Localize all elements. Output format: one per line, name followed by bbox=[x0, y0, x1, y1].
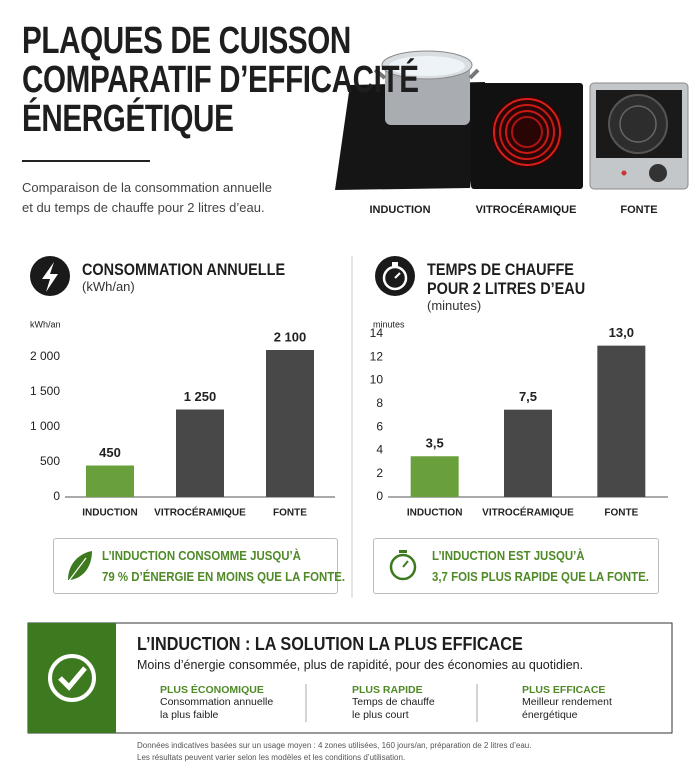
energy-icon bbox=[30, 256, 70, 296]
y-tick-label: 4 bbox=[376, 443, 383, 457]
value-label: 13,0 bbox=[609, 325, 634, 340]
y-tick-label: 12 bbox=[370, 349, 384, 363]
benefit-column: PLUS ÉCONOMIQUE Consommation annuelle la… bbox=[160, 684, 273, 722]
vitroceramic-illustration bbox=[471, 83, 583, 189]
callout: L’INDUCTION CONSOMME JUSQU’À 79 % D’ÉNER… bbox=[53, 538, 345, 594]
y-tick-label: 2 bbox=[376, 466, 383, 480]
y-tick-label: 0 bbox=[53, 489, 60, 503]
title-line: ÉNERGÉTIQUE bbox=[22, 98, 234, 140]
value-label: 450 bbox=[99, 445, 121, 460]
chart-title: POUR 2 LITRES D’EAU bbox=[427, 279, 586, 298]
description-line: et du temps de chauffe pour 2 litres d’e… bbox=[22, 200, 265, 215]
x-tick-label: FONTE bbox=[604, 508, 638, 519]
y-tick-label: 8 bbox=[376, 396, 383, 410]
check-icon bbox=[48, 654, 96, 702]
benefit-text: le plus court bbox=[352, 709, 409, 721]
benefit-heading: PLUS RAPIDE bbox=[352, 684, 423, 696]
bar bbox=[86, 465, 134, 497]
description-line: Comparaison de la consommation annuelle bbox=[22, 180, 273, 195]
bar bbox=[410, 456, 459, 497]
value-label: 3,5 bbox=[426, 436, 444, 451]
title-line: COMPARATIF D’EFFICACITÉ bbox=[22, 59, 419, 101]
induction-illustration bbox=[335, 50, 485, 190]
y-tick-label: 1 000 bbox=[30, 419, 60, 433]
chart-title: TEMPS DE CHAUFFE bbox=[427, 260, 574, 279]
y-tick-label: 2 000 bbox=[30, 349, 60, 363]
footnote: Données indicatives basées sur un usage … bbox=[137, 740, 531, 764]
benefit-column: PLUS RAPIDE Temps de chauffe le plus cou… bbox=[352, 684, 435, 722]
y-tick-label: 500 bbox=[40, 454, 60, 468]
callout: L’INDUCTION EST JUSQU’À 3,7 FOIS PLUS RA… bbox=[373, 538, 659, 594]
timer-icon bbox=[375, 256, 415, 296]
y-tick-label: 10 bbox=[370, 373, 384, 387]
callout-line: 3,7 FOIS PLUS RAPIDE QUE LA FONTE. bbox=[432, 569, 649, 584]
leaf-icon bbox=[67, 551, 92, 583]
chart-heading: CONSOMMATION ANNUELLE (kWh/an) bbox=[82, 260, 321, 294]
benefit-heading: PLUS ÉCONOMIQUE bbox=[160, 684, 264, 696]
product-label: VITROCÉRAMIQUE bbox=[475, 204, 577, 216]
value-label: 1 250 bbox=[184, 389, 217, 404]
conclusion-subtitle: Moins d’énergie consommée, plus de rapid… bbox=[137, 658, 584, 672]
y-axis-label: minutes bbox=[373, 319, 405, 329]
product-label: INDUCTION bbox=[369, 204, 431, 216]
x-tick-label: VITROCÉRAMIQUE bbox=[482, 506, 574, 519]
x-tick-label: INDUCTION bbox=[82, 508, 138, 519]
description: Comparaison de la consommation annuelle … bbox=[22, 178, 272, 218]
callout-text: L’INDUCTION CONSOMME JUSQU’À 79 % D’ÉNER… bbox=[102, 545, 345, 587]
y-tick-label: 1 500 bbox=[30, 384, 60, 398]
value-label: 7,5 bbox=[519, 389, 537, 404]
benefit-column: PLUS EFFICACE Meilleur rendement énergét… bbox=[522, 684, 612, 722]
y-axis-label: kWh/an bbox=[30, 319, 61, 329]
bar bbox=[597, 345, 646, 497]
chart-heading: TEMPS DE CHAUFFE POUR 2 LITRES D’EAU (mi… bbox=[427, 260, 613, 313]
x-tick-label: FONTE bbox=[273, 508, 307, 519]
bar bbox=[176, 409, 224, 497]
callout-text: L’INDUCTION EST JUSQU’À 3,7 FOIS PLUS RA… bbox=[432, 545, 649, 587]
conclusion-title: L’INDUCTION : LA SOLUTION LA PLUS EFFICA… bbox=[137, 634, 523, 654]
footnote-line: Données indicatives basées sur un usage … bbox=[137, 741, 532, 750]
y-tick-label: 6 bbox=[376, 419, 383, 433]
chart-subtitle: (minutes) bbox=[427, 298, 482, 313]
x-tick-label: INDUCTION bbox=[407, 508, 463, 519]
value-label: 2 100 bbox=[274, 329, 307, 344]
benefit-text: énergétique bbox=[522, 709, 578, 721]
stopwatch-icon bbox=[389, 550, 417, 581]
x-tick-label: VITROCÉRAMIQUE bbox=[154, 506, 246, 519]
title-line: PLAQUES DE CUISSON bbox=[22, 20, 351, 62]
y-tick-label: 14 bbox=[370, 326, 384, 340]
chart-title: CONSOMMATION ANNUELLE bbox=[82, 260, 286, 279]
conclusion-badge bbox=[28, 623, 116, 733]
bar bbox=[504, 409, 552, 497]
callout-line: L’INDUCTION CONSOMME JUSQU’À bbox=[102, 548, 301, 563]
cast-iron-illustration bbox=[589, 82, 689, 190]
callout-line: 79 % D’ÉNERGIE EN MOINS QUE LA FONTE. bbox=[102, 569, 346, 584]
chart-subtitle: (kWh/an) bbox=[82, 279, 135, 294]
benefit-text: Consommation annuelle bbox=[160, 696, 274, 708]
product-label: FONTE bbox=[620, 204, 658, 216]
benefit-text: Temps de chauffe bbox=[352, 696, 435, 708]
bar bbox=[266, 350, 314, 497]
y-tick-label: 0 bbox=[376, 489, 383, 503]
check-mark bbox=[58, 666, 87, 691]
benefit-heading: PLUS EFFICACE bbox=[522, 684, 606, 696]
callout-line: L’INDUCTION EST JUSQU’À bbox=[432, 548, 585, 563]
benefit-text: la plus faible bbox=[160, 709, 219, 721]
page-title: PLAQUES DE CUISSON COMPARATIF D’EFFICACI… bbox=[22, 22, 419, 139]
footnote-line: Les résultats peuvent varier selon les m… bbox=[137, 753, 406, 762]
benefit-text: Meilleur rendement bbox=[522, 696, 612, 708]
